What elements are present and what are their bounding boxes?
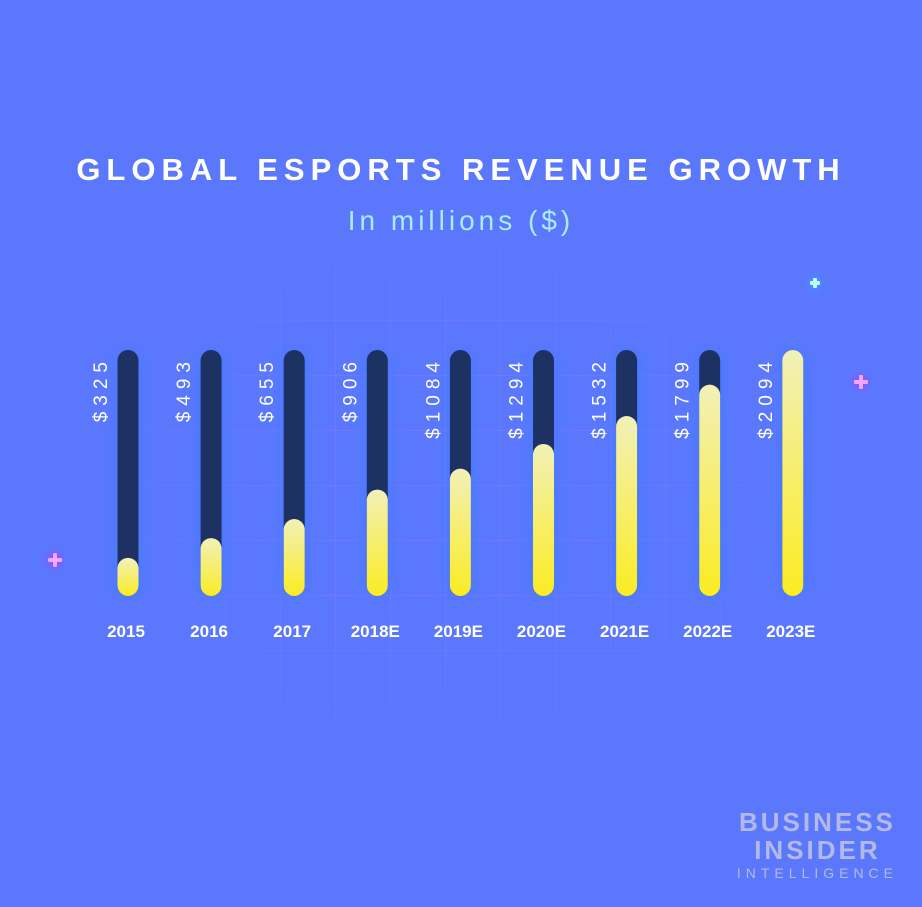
- category-label: 2020E: [517, 622, 566, 641]
- bar-track: [117, 350, 139, 596]
- sparkle-icon: [48, 553, 62, 567]
- bar-value-label: $906: [340, 356, 361, 422]
- logo-line-3: INTELLIGENCE: [736, 865, 898, 881]
- bar-value-label: $655: [257, 356, 278, 422]
- bar-value-label: $1799: [673, 356, 694, 439]
- logo-line-1: BUSINESS: [738, 807, 896, 837]
- bar: [449, 468, 471, 596]
- bar-value-label: $325: [91, 356, 112, 422]
- category-label: 2021E: [600, 622, 649, 641]
- sparkle-icon: [810, 278, 820, 288]
- chart-subtitle: In millions ($): [347, 205, 575, 236]
- category-label: 2022E: [683, 622, 732, 641]
- category-label: 2016: [190, 622, 228, 641]
- category-label: 2017: [273, 622, 311, 641]
- bar-value-label: $1532: [590, 356, 611, 439]
- bar: [782, 350, 804, 596]
- bar: [533, 443, 554, 596]
- logo-line-2: INSIDER: [754, 835, 881, 865]
- category-label: 2023E: [766, 622, 815, 641]
- category-label: 2018E: [351, 622, 400, 641]
- bar-value-label: $493: [174, 356, 195, 422]
- bar: [117, 557, 139, 596]
- category-label: 2019E: [434, 622, 483, 641]
- bar-value-label: $2094: [756, 356, 777, 439]
- bar: [366, 489, 388, 596]
- bar-track: [200, 350, 222, 596]
- sparkle-icon: [854, 375, 868, 389]
- chart-title: GLOBAL ESPORTS REVENUE GROWTH: [76, 152, 846, 187]
- bar-value-label: $1084: [423, 356, 444, 439]
- business-insider-logo: BUSINESS INSIDER INTELLIGENCE: [737, 808, 898, 882]
- bar: [699, 384, 721, 596]
- bar-value-label: $1294: [507, 356, 528, 439]
- bar: [283, 519, 305, 596]
- category-label: 2015: [107, 622, 145, 641]
- bar: [616, 416, 638, 596]
- bar: [200, 538, 222, 596]
